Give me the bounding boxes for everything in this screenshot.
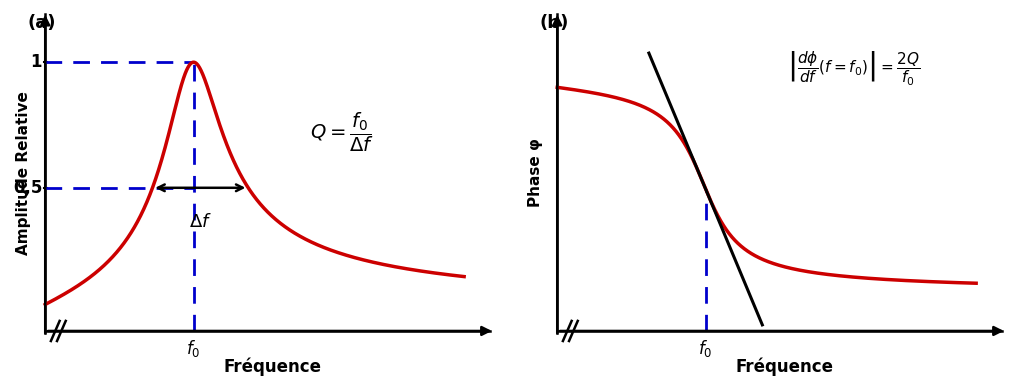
Text: (b): (b) — [540, 14, 569, 32]
Text: 0,5: 0,5 — [13, 179, 42, 197]
Text: Fréquence: Fréquence — [735, 357, 833, 376]
Text: $\Delta f$: $\Delta f$ — [189, 213, 212, 231]
Text: Amplitude Relative: Amplitude Relative — [16, 91, 31, 255]
Text: $\left|\dfrac{d\phi}{df}(f=f_0)\right| = \dfrac{2Q}{f_0}$: $\left|\dfrac{d\phi}{df}(f=f_0)\right| =… — [787, 50, 920, 88]
Text: $Q = \dfrac{f_0}{\Delta f}$: $Q = \dfrac{f_0}{\Delta f}$ — [309, 111, 374, 154]
Text: $f_0$: $f_0$ — [698, 338, 713, 360]
Text: Fréquence: Fréquence — [223, 357, 321, 376]
Text: $f_0$: $f_0$ — [186, 338, 201, 360]
Text: (a): (a) — [27, 14, 56, 32]
Text: 1: 1 — [31, 53, 42, 71]
Text: Phase φ: Phase φ — [528, 138, 543, 207]
